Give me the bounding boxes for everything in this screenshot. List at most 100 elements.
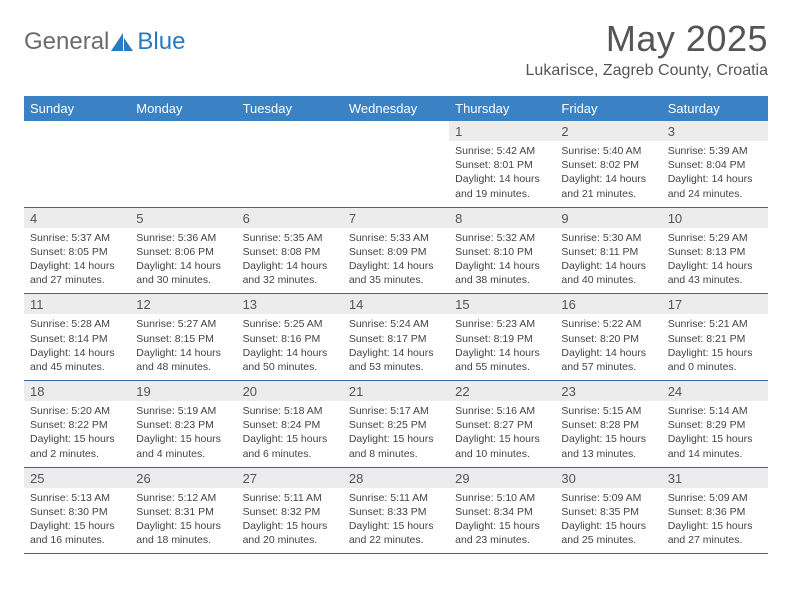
day-cell: 13Sunrise: 5:25 AMSunset: 8:16 PMDayligh… [237,294,343,380]
sunset-line: Sunset: 8:13 PM [668,245,762,259]
daylight-line: Daylight: 15 hours and 8 minutes. [349,432,443,460]
daylight-line: Daylight: 14 hours and 55 minutes. [455,346,549,374]
daylight-line: Daylight: 14 hours and 53 minutes. [349,346,443,374]
sunset-line: Sunset: 8:24 PM [243,418,337,432]
sunset-line: Sunset: 8:25 PM [349,418,443,432]
day-detail: Sunrise: 5:29 AMSunset: 8:13 PMDaylight:… [668,231,762,288]
sunrise-line: Sunrise: 5:19 AM [136,404,230,418]
sunrise-line: Sunrise: 5:27 AM [136,317,230,331]
day-detail: Sunrise: 5:20 AMSunset: 8:22 PMDaylight:… [30,404,124,461]
daylight-line: Daylight: 14 hours and 19 minutes. [455,172,549,200]
day-number: 24 [662,381,768,401]
day-number: 11 [24,294,130,314]
daylight-line: Daylight: 14 hours and 27 minutes. [30,259,124,287]
day-detail: Sunrise: 5:17 AMSunset: 8:25 PMDaylight:… [349,404,443,461]
weekday-header: Tuesday [237,96,343,121]
empty-cell [24,121,130,207]
day-detail: Sunrise: 5:12 AMSunset: 8:31 PMDaylight:… [136,491,230,548]
day-number: 25 [24,468,130,488]
weekday-header-row: Sunday Monday Tuesday Wednesday Thursday… [24,96,768,121]
weekday-header: Friday [555,96,661,121]
sunrise-line: Sunrise: 5:35 AM [243,231,337,245]
week-row: 4Sunrise: 5:37 AMSunset: 8:05 PMDaylight… [24,208,768,295]
day-detail: Sunrise: 5:39 AMSunset: 8:04 PMDaylight:… [668,144,762,201]
day-cell: 9 Sunrise: 5:30 AMSunset: 8:11 PMDaylight… [555,208,661,294]
empty-cell [130,121,236,207]
day-cell: 31 Sunrise: 5:09 AMSunset: 8:36 PMDayligh… [662,468,768,554]
day-detail: Sunrise: 5:32 AMSunset: 8:10 PMDaylight:… [455,231,549,288]
week-row: 1Sunrise: 5:42 AMSunset: 8:01 PMDaylight… [24,121,768,208]
day-number: 8 [449,208,555,228]
day-number: 23 [555,381,661,401]
day-detail: Sunrise: 5:40 AMSunset: 8:02 PMDaylight:… [561,144,655,201]
daylight-line: Daylight: 14 hours and 45 minutes. [30,346,124,374]
day-detail: Sunrise: 5:18 AMSunset: 8:24 PMDaylight:… [243,404,337,461]
sunrise-line: Sunrise: 5:11 AM [243,491,337,505]
day-number: 30 [555,468,661,488]
day-number: 31 [662,468,768,488]
sunset-line: Sunset: 8:10 PM [455,245,549,259]
daylight-line: Daylight: 15 hours and 13 minutes. [561,432,655,460]
day-cell: 29Sunrise: 5:10 AMSunset: 8:34 PMDayligh… [449,468,555,554]
day-cell: 17Sunrise: 5:21 AMSunset: 8:21 PMDayligh… [662,294,768,380]
brand-word-1: General [24,28,109,56]
day-cell: 21Sunrise: 5:17 AMSunset: 8:25 PMDayligh… [343,381,449,467]
sunset-line: Sunset: 8:09 PM [349,245,443,259]
week-row: 18Sunrise: 5:20 AMSunset: 8:22 PMDayligh… [24,381,768,468]
sunset-line: Sunset: 8:16 PM [243,332,337,346]
day-number: 15 [449,294,555,314]
day-detail: Sunrise: 5:23 AMSunset: 8:19 PMDaylight:… [455,317,549,374]
sunrise-line: Sunrise: 5:09 AM [561,491,655,505]
day-number: 28 [343,468,449,488]
daylight-line: Daylight: 14 hours and 21 minutes. [561,172,655,200]
empty-cell [343,121,449,207]
weekday-header: Sunday [24,96,130,121]
day-number: 10 [662,208,768,228]
sunrise-line: Sunrise: 5:09 AM [668,491,762,505]
daylight-line: Daylight: 15 hours and 16 minutes. [30,519,124,547]
weeks-container: 1Sunrise: 5:42 AMSunset: 8:01 PMDaylight… [24,121,768,554]
day-number: 1 [449,121,555,141]
day-detail: Sunrise: 5:28 AMSunset: 8:14 PMDaylight:… [30,317,124,374]
day-cell: 30Sunrise: 5:09 AMSunset: 8:35 PMDayligh… [555,468,661,554]
sunset-line: Sunset: 8:34 PM [455,505,549,519]
sunrise-line: Sunrise: 5:25 AM [243,317,337,331]
day-number: 5 [130,208,236,228]
daylight-line: Daylight: 14 hours and 24 minutes. [668,172,762,200]
day-detail: Sunrise: 5:27 AMSunset: 8:15 PMDaylight:… [136,317,230,374]
title-block: May 2025 Lukarisce, Zagreb County, Croat… [526,18,768,80]
sunset-line: Sunset: 8:36 PM [668,505,762,519]
day-number: 9 [555,208,661,228]
sunrise-line: Sunrise: 5:18 AM [243,404,337,418]
day-cell: 24Sunrise: 5:14 AMSunset: 8:29 PMDayligh… [662,381,768,467]
sunrise-line: Sunrise: 5:30 AM [561,231,655,245]
sunset-line: Sunset: 8:30 PM [30,505,124,519]
day-number: 4 [24,208,130,228]
daylight-line: Daylight: 14 hours and 57 minutes. [561,346,655,374]
sunset-line: Sunset: 8:28 PM [561,418,655,432]
sunrise-line: Sunrise: 5:42 AM [455,144,549,158]
day-cell: 25Sunrise: 5:13 AMSunset: 8:30 PMDayligh… [24,468,130,554]
day-detail: Sunrise: 5:30 AMSunset: 8:11 PMDaylight:… [561,231,655,288]
sunrise-line: Sunrise: 5:21 AM [668,317,762,331]
header: General Blue May 2025 Lukarisce, Zagreb … [24,18,768,80]
day-number: 26 [130,468,236,488]
day-number: 27 [237,468,343,488]
sunset-line: Sunset: 8:21 PM [668,332,762,346]
brand-word-2: Blue [137,28,185,56]
day-number: 29 [449,468,555,488]
sunrise-line: Sunrise: 5:11 AM [349,491,443,505]
daylight-line: Daylight: 15 hours and 22 minutes. [349,519,443,547]
daylight-line: Daylight: 14 hours and 38 minutes. [455,259,549,287]
day-detail: Sunrise: 5:36 AMSunset: 8:06 PMDaylight:… [136,231,230,288]
day-detail: Sunrise: 5:09 AMSunset: 8:36 PMDaylight:… [668,491,762,548]
sunset-line: Sunset: 8:20 PM [561,332,655,346]
day-detail: Sunrise: 5:35 AMSunset: 8:08 PMDaylight:… [243,231,337,288]
daylight-line: Daylight: 14 hours and 40 minutes. [561,259,655,287]
day-detail: Sunrise: 5:33 AMSunset: 8:09 PMDaylight:… [349,231,443,288]
day-cell: 14Sunrise: 5:24 AMSunset: 8:17 PMDayligh… [343,294,449,380]
sunset-line: Sunset: 8:14 PM [30,332,124,346]
sunset-line: Sunset: 8:15 PM [136,332,230,346]
sunrise-line: Sunrise: 5:29 AM [668,231,762,245]
month-title: May 2025 [526,18,768,60]
